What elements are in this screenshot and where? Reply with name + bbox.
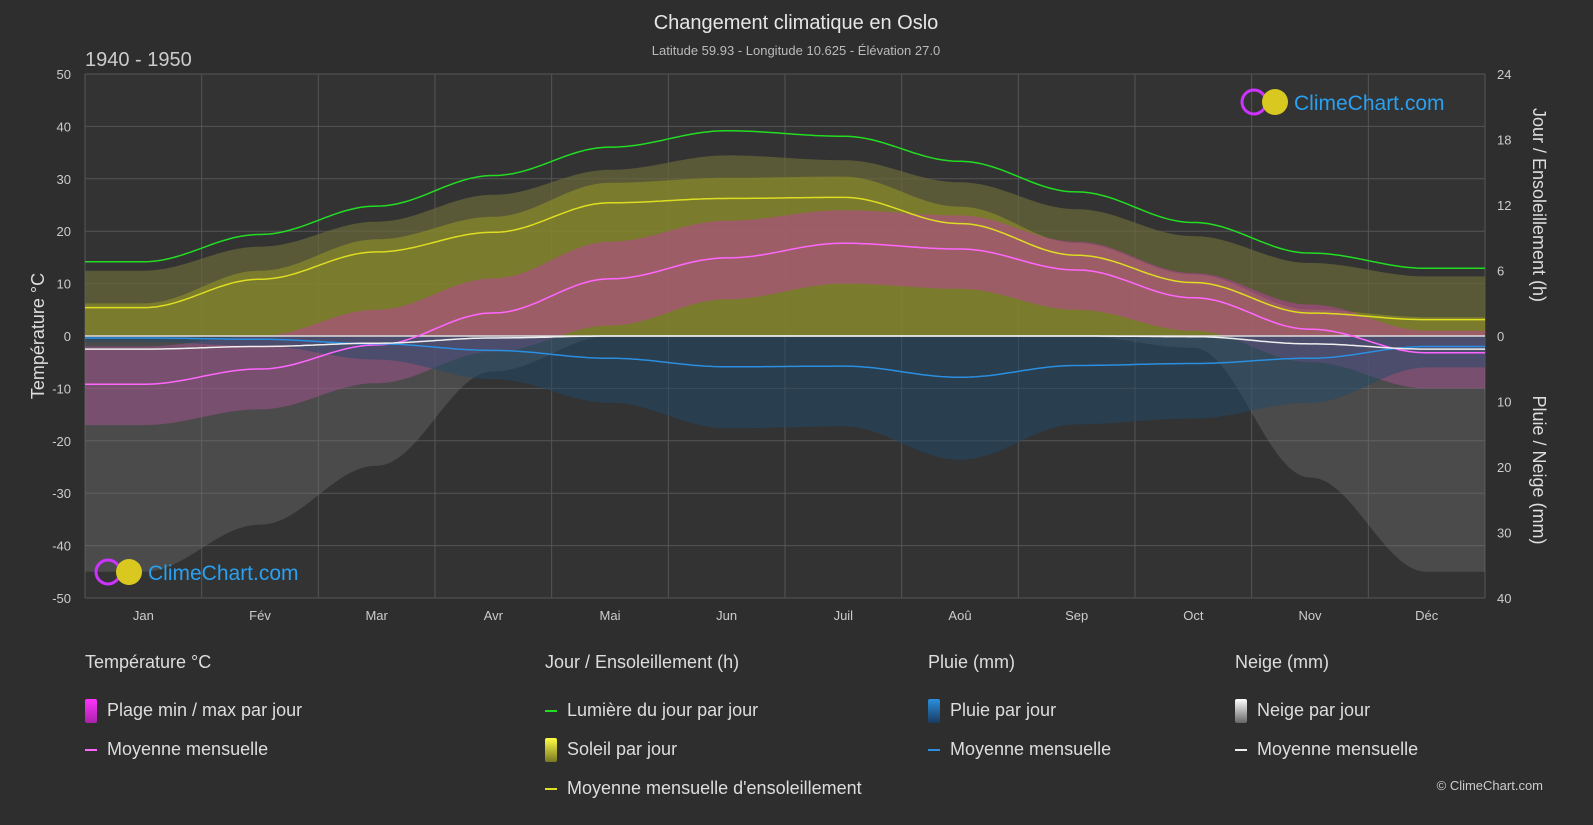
right-axis-bottom-label: Pluie / Neige (mm) [1529,395,1549,544]
swatch [85,748,97,751]
logo-text: ClimeChart.com [1294,92,1445,115]
right-axis-top-label: Jour / Ensoleillement (h) [1529,108,1549,302]
right-bottom-tick-label: 20 [1497,460,1511,475]
month-label: Jan [133,608,154,623]
legend-rain: Pluie (mm) Pluie par jour Moyenne mensue… [928,652,1111,769]
month-label: Juil [834,608,854,623]
left-tick-label: -20 [52,434,71,449]
right-bottom-tick-label: 40 [1497,591,1511,606]
copyright: © ClimeChart.com [1437,778,1543,793]
legend-item: Lumière du jour par jour [567,700,759,720]
left-tick-label: -40 [52,539,71,554]
rain-area [85,336,1485,460]
legend-item: Moyenne mensuelle [107,739,269,759]
left-tick-label: -10 [52,381,71,396]
logo-text: ClimeChart.com [148,562,299,585]
month-label: Aoû [948,608,971,623]
month-label: Fév [249,608,271,623]
snow-mean-line [85,335,1485,350]
legend-title: Jour / Ensoleillement (h) [545,652,740,672]
chart-subtitle: Latitude 59.93 - Longitude 10.625 - Élév… [652,43,940,58]
logo-sun-icon [116,559,142,585]
legend-item: Neige par jour [1257,700,1371,720]
legend-item: Plage min / max par jour [107,700,303,720]
right-top-tick-label: 6 [1497,264,1504,279]
logo-bottom[interactable]: ClimeChart.com [94,558,299,586]
swatch [1235,748,1247,751]
rain-mean-line [85,337,1485,379]
left-axis-label: Température °C [28,273,48,399]
swatch [545,737,557,762]
temperature-range-area [85,210,1485,426]
logo-top[interactable]: ClimeChart.com [1240,88,1445,116]
sunshine-mean-line [85,196,1485,321]
right-top-tick-label: 18 [1497,133,1511,148]
right-bottom-tick-label: 30 [1497,526,1511,541]
right-top-tick-label: 0 [1497,329,1504,344]
left-tick-label: -30 [52,486,71,501]
left-tick-label: -50 [52,591,71,606]
month-label: Nov [1298,608,1322,623]
month-label: Oct [1183,608,1204,623]
swatch [85,698,97,723]
legend-snow: Neige (mm) Neige par jour Moyenne mensue… [1235,652,1418,769]
legend-item: Moyenne mensuelle [950,739,1112,759]
left-tick-label: 50 [57,67,71,82]
month-label: Mai [600,608,621,623]
left-tick-label: 30 [57,172,71,187]
legend-sunshine: Jour / Ensoleillement (h) Lumière du jou… [545,652,862,808]
legend-temperature: Température °C Plage min / max par jour … [85,652,302,769]
legend-item: Pluie par jour [950,700,1057,720]
snow-area [85,336,1485,572]
left-tick-label: 40 [57,119,71,134]
daylight-line [85,130,1485,270]
legend-item: Soleil par jour [567,739,678,759]
swatch [1235,698,1247,723]
legend-title: Pluie (mm) [928,652,1016,672]
left-tick-label: 20 [57,224,71,239]
swatch [545,709,557,712]
month-label: Mar [365,608,388,623]
swatch [928,748,940,751]
legend-title: Température °C [85,652,212,672]
right-top-tick-label: 24 [1497,67,1511,82]
swatch [545,787,557,790]
left-tick-label: 10 [57,277,71,292]
legend-title: Neige (mm) [1235,652,1330,672]
temperature-mean-line [85,242,1485,385]
month-label: Jun [716,608,737,623]
left-tick-label: 0 [64,329,71,344]
legend-item: Moyenne mensuelle d'ensoleillement [567,778,862,798]
month-label: Avr [484,608,504,623]
period-label: 1940 - 1950 [85,49,192,71]
logo-sun-icon [1262,89,1288,115]
right-top-tick-label: 12 [1497,198,1511,213]
chart-title: Changement climatique en Oslo [654,12,939,34]
right-bottom-tick-label: 10 [1497,395,1511,410]
month-label: Sep [1065,608,1088,623]
month-label: Déc [1415,608,1439,623]
legend-item: Moyenne mensuelle [1257,739,1419,759]
swatch [928,698,940,723]
